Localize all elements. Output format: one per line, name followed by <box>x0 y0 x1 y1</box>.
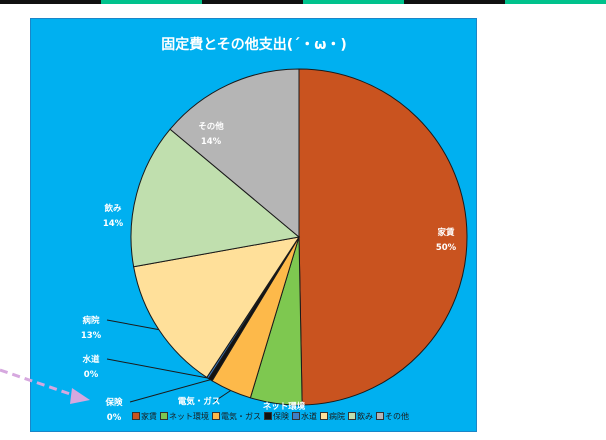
legend-swatch <box>376 412 384 420</box>
legend-label: 水道 <box>301 412 317 421</box>
leader-line-5 <box>106 319 159 331</box>
legend-swatch <box>348 412 356 420</box>
pie-slice-7 <box>169 68 300 239</box>
slice-name-label: 保険 <box>104 397 123 408</box>
top-strip-segment <box>101 0 203 4</box>
legend-label: その他 <box>385 412 409 421</box>
legend-swatch <box>132 412 140 420</box>
top-strip-segment <box>404 0 506 4</box>
slice-name-label: 家賃 <box>437 227 455 238</box>
slice-percent-label: 14% <box>201 137 222 147</box>
slice-percent-label: 0% <box>107 413 122 423</box>
top-color-strip <box>0 0 606 4</box>
leader-line-3 <box>129 379 211 403</box>
legend-label: 飲み <box>357 412 373 421</box>
pie-slice-0 <box>298 68 468 406</box>
legend-swatch <box>292 412 300 420</box>
legend-swatch <box>264 412 272 420</box>
legend-item: 家賃 <box>132 410 157 424</box>
legend-swatch <box>160 412 168 420</box>
legend-label: 保険 <box>273 412 289 421</box>
leader-line-4 <box>106 358 208 379</box>
chart-title: 固定費とその他支出(´・ω・) <box>161 36 347 53</box>
legend-item: 保険 <box>264 410 289 424</box>
top-strip-segment <box>505 0 606 4</box>
slice-percent-label: 0% <box>84 370 99 380</box>
legend-item: 飲み <box>348 410 373 424</box>
legend-swatch <box>212 412 220 420</box>
slice-name-label: 水道 <box>81 354 100 365</box>
legend-label: 電気・ガス <box>221 412 261 421</box>
legend-label: 病院 <box>329 412 345 421</box>
slice-name-label: 病院 <box>82 315 100 326</box>
chart-area: 固定費とその他支出(´・ω・) 家賃50%ネット環境5%電気・ガス4%保険0%水… <box>30 18 477 432</box>
chart-legend: 家賃 ネット環境 電気・ガス 保険 水道 病院 飲み その他 <box>132 410 472 424</box>
legend-item: 電気・ガス <box>212 410 261 424</box>
arrow-head-icon <box>70 388 90 404</box>
dashed-arrow-line <box>0 368 77 398</box>
slice-name-label: 飲み <box>103 203 122 214</box>
pie-slice-5 <box>133 236 301 379</box>
legend-item: 水道 <box>292 410 317 424</box>
legend-label: 家賃 <box>141 412 157 421</box>
legend-label: ネット環境 <box>169 412 209 421</box>
top-strip-segment <box>0 0 102 4</box>
top-strip-segment <box>202 0 304 4</box>
top-strip-segment <box>303 0 405 4</box>
slice-name-label: その他 <box>198 121 224 132</box>
leader-line-2 <box>214 390 232 402</box>
pie-chart: 固定費とその他支出(´・ω・) 家賃50%ネット環境5%電気・ガス4%保険0%水… <box>81 36 468 427</box>
pie-slice-6 <box>130 128 301 268</box>
legend-item: ネット環境 <box>160 410 209 424</box>
slice-name-label: 電気・ガス <box>178 396 221 407</box>
slice-percent-label: 13% <box>81 331 102 341</box>
legend-item: 病院 <box>320 410 345 424</box>
slice-percent-label: 50% <box>436 243 457 253</box>
legend-swatch <box>320 412 328 420</box>
slice-percent-label: 14% <box>103 219 124 229</box>
legend-item: その他 <box>376 410 409 424</box>
slice-name-label: ネット環境 <box>263 401 306 412</box>
